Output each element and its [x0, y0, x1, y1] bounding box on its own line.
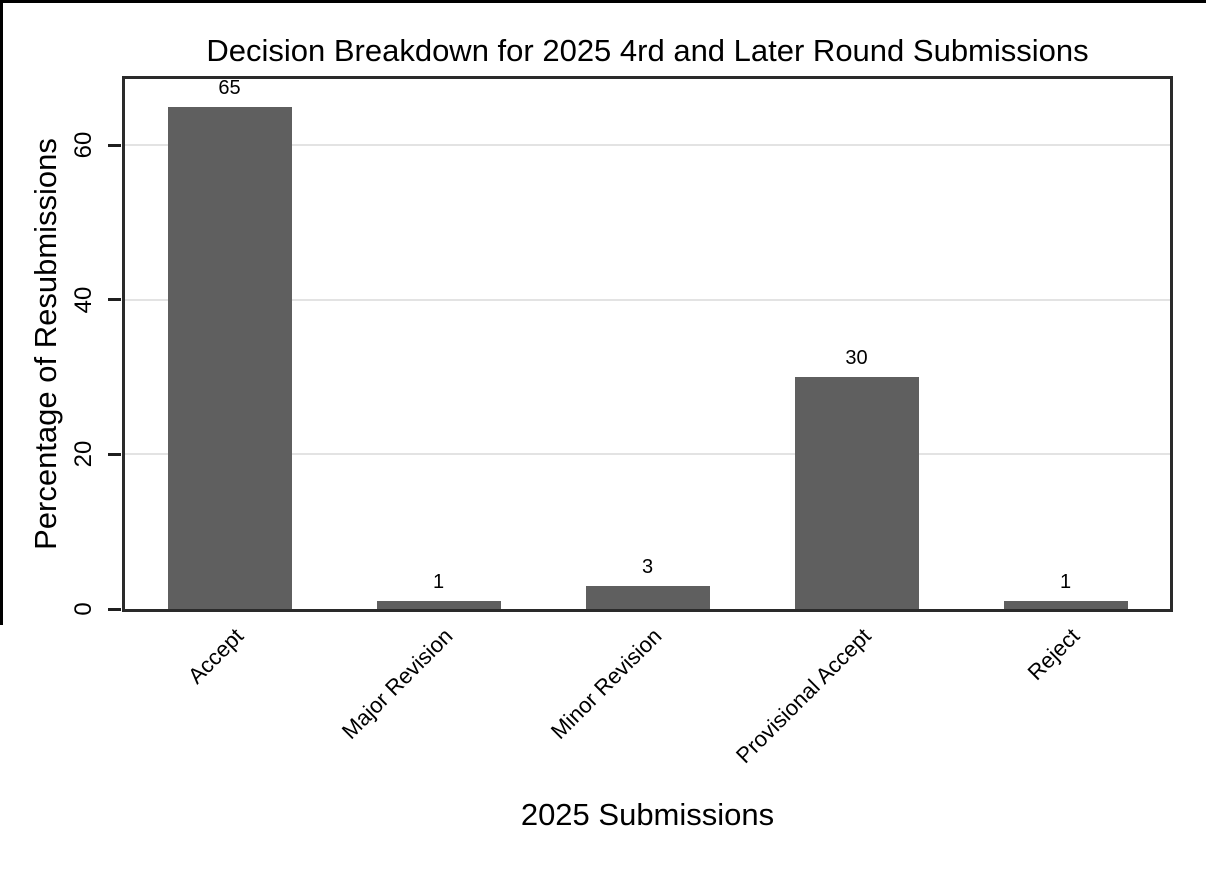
gridline-y-60: [125, 144, 1170, 147]
bar-value-label: 3: [641, 555, 654, 578]
bar-value-label: 1: [1059, 571, 1072, 594]
y-axis-title: Percentage of Resubmissions: [28, 138, 63, 550]
bar-value-label: 1: [432, 571, 445, 594]
chart-title: Decision Breakdown for 2025 4rd and Late…: [206, 33, 1089, 68]
y-axis-tick: [108, 607, 121, 611]
x-tick-label: Minor Revision: [545, 623, 667, 744]
x-tick-label: Accept: [183, 623, 249, 689]
bar-reject: [1003, 601, 1128, 609]
screen-top-border: [0, 0, 1206, 3]
x-tick-label: Provisional Accept: [730, 623, 876, 769]
bar-major-revision: [376, 601, 501, 609]
x-axis-title: 2025 Submissions: [520, 797, 775, 832]
gridline-y-20: [125, 453, 1170, 456]
gridline-y-40: [125, 298, 1170, 301]
y-tick-label: 0: [70, 602, 97, 616]
bar-minor-revision: [585, 585, 710, 609]
bar-accept: [167, 106, 292, 609]
y-tick-label: 40: [70, 286, 97, 314]
x-tick-label: Major Revision: [336, 623, 458, 744]
screen-left-border: [0, 0, 3, 625]
y-axis-tick: [108, 452, 121, 456]
y-axis-tick: [108, 298, 121, 302]
bar-value-label: 30: [845, 347, 868, 370]
y-tick-label: 60: [70, 132, 97, 159]
y-axis-tick: [108, 143, 121, 147]
plot-area: [122, 76, 1173, 612]
bar-value-label: 65: [218, 76, 241, 99]
y-tick-label: 20: [70, 441, 97, 468]
bar-provisional-accept: [794, 377, 919, 609]
x-tick-label: Reject: [1022, 623, 1085, 686]
